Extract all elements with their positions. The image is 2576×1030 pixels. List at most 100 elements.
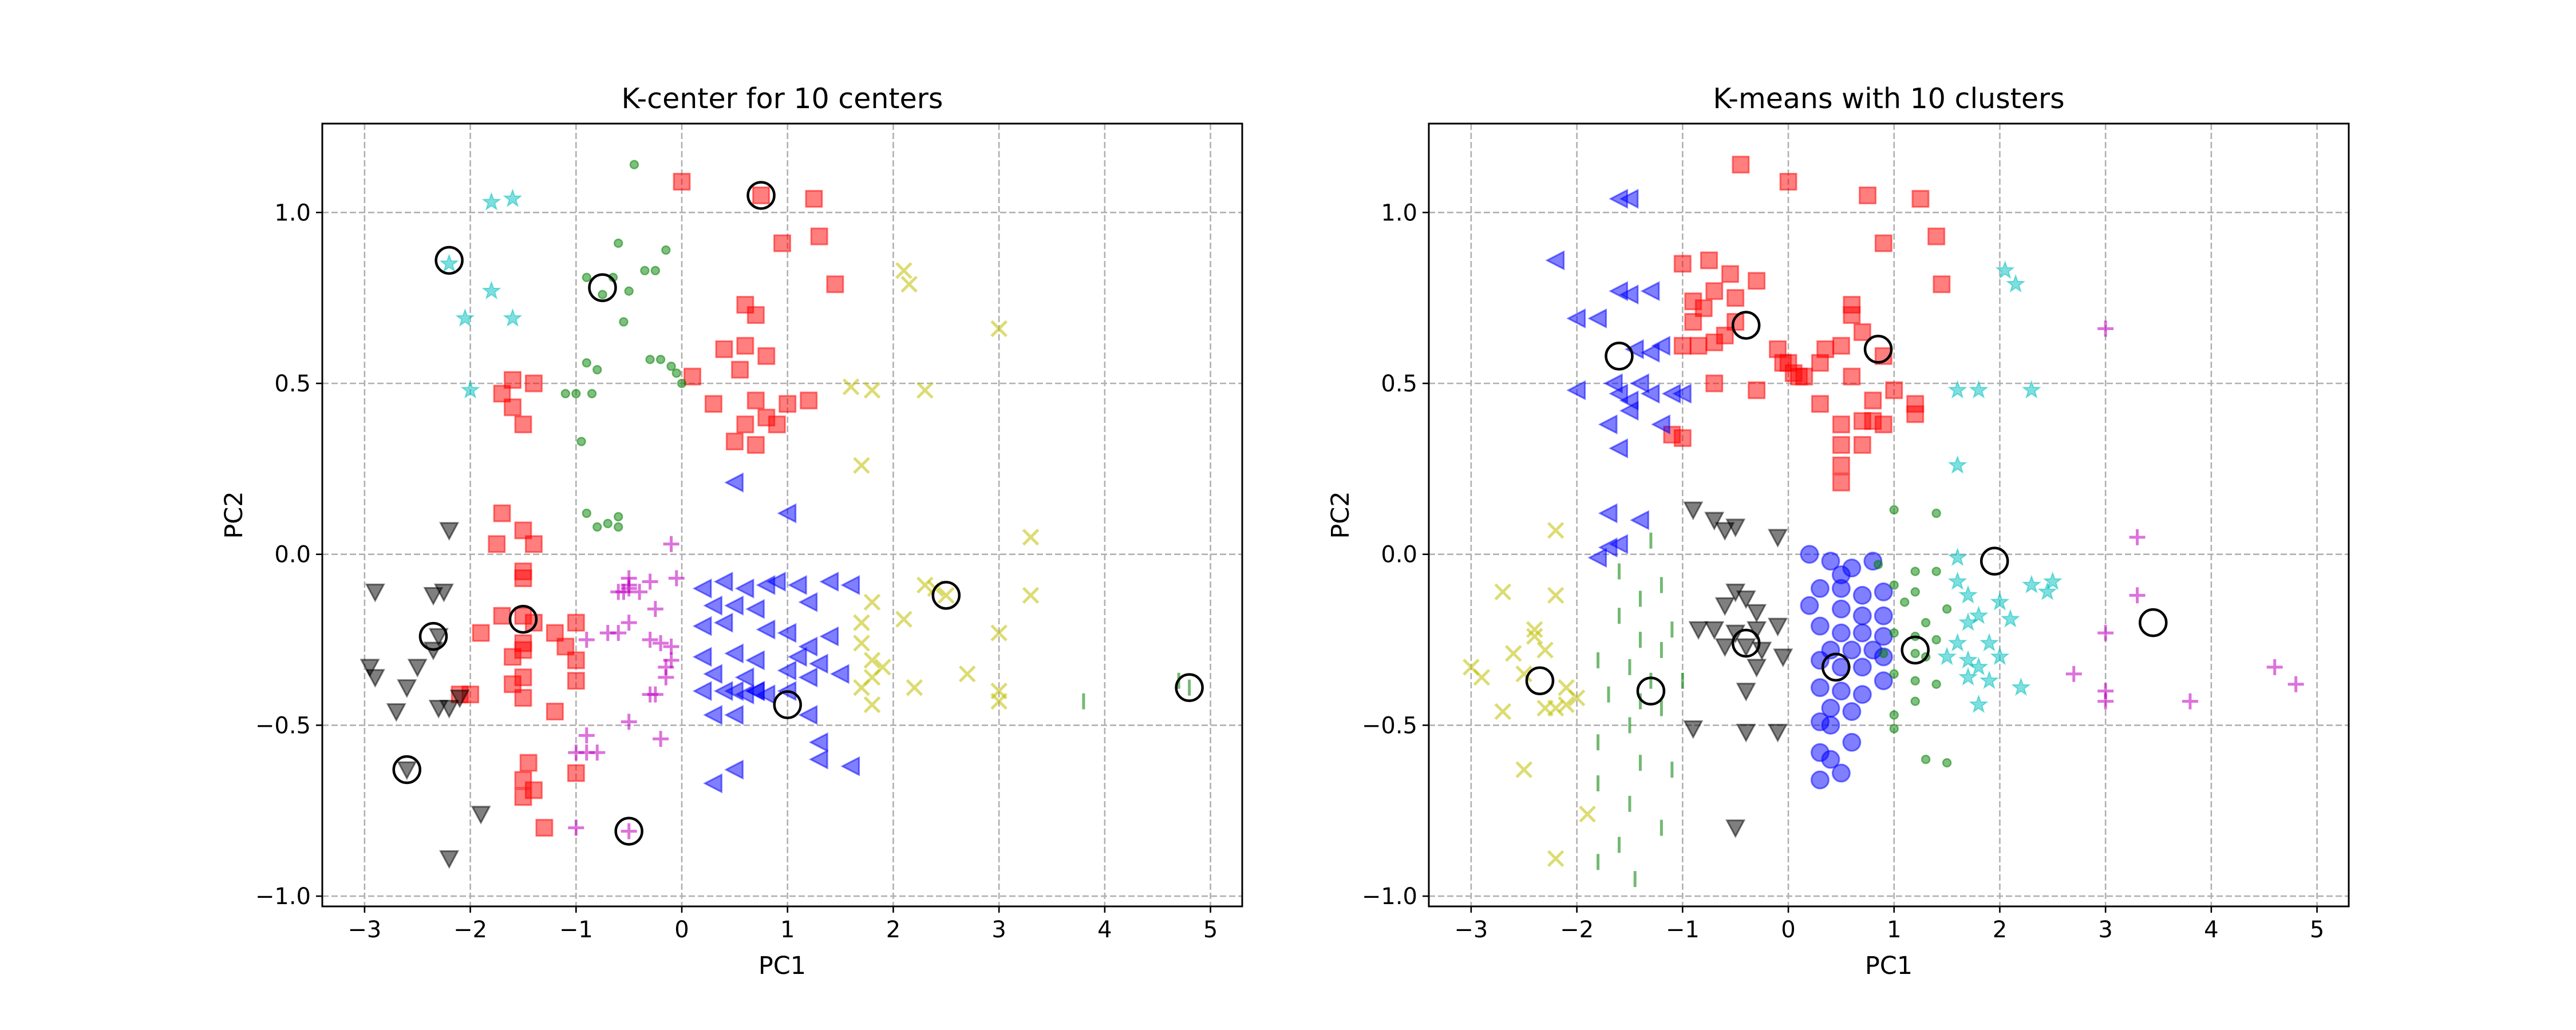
data-point	[621, 823, 637, 839]
data-point	[589, 744, 606, 761]
data-point	[1598, 414, 1618, 435]
data-point	[1773, 648, 1793, 668]
data-point	[826, 275, 844, 294]
data-point	[863, 593, 881, 611]
data-point	[433, 583, 454, 603]
data-point	[1947, 571, 1967, 591]
data-point	[731, 360, 749, 379]
data-point	[863, 696, 881, 714]
data-point	[2097, 320, 2114, 337]
data-point	[1852, 606, 1872, 625]
data-point	[666, 361, 676, 371]
data-point	[621, 577, 637, 593]
data-point	[1831, 763, 1851, 783]
data-point	[439, 850, 460, 869]
x-tick-label: 1	[780, 917, 795, 943]
data-point	[1852, 585, 1872, 605]
data-point	[503, 398, 521, 417]
data-point	[1714, 597, 1735, 616]
data-point	[1859, 186, 1877, 204]
x-tick-label: −1	[559, 917, 593, 943]
y-tick-label: −1.0	[255, 884, 311, 910]
data-point	[805, 189, 823, 208]
data-point	[1779, 173, 1797, 191]
data-point	[1832, 456, 1850, 474]
data-point	[1889, 669, 1899, 679]
y-tick-label: 0.5	[1381, 371, 1417, 397]
data-point	[734, 667, 754, 688]
data-point	[1768, 529, 1788, 548]
data-point	[2021, 575, 2041, 594]
data-point	[1684, 312, 1702, 331]
data-point	[1852, 685, 1872, 704]
data-point	[582, 358, 592, 368]
chart-panel-2: −3 −2 −1 0 1 2 3 4 5 −1.0 −0.5 0.0 0.5 1.0 K-means wit…	[1326, 82, 2350, 980]
data-point	[2042, 571, 2063, 591]
data-point	[546, 702, 564, 720]
data-point	[798, 667, 818, 688]
center-marker	[1821, 652, 1851, 682]
data-point	[757, 347, 776, 365]
data-point	[1947, 547, 1967, 566]
data-point	[514, 788, 532, 806]
x-axis-label: PC1	[758, 952, 806, 980]
data-point	[1969, 694, 1989, 714]
series-plus	[568, 536, 685, 839]
data-point	[1937, 646, 1957, 665]
data-point	[683, 367, 701, 386]
data-point	[1704, 512, 1725, 531]
data-point	[1545, 250, 1565, 271]
data-point	[1705, 333, 1724, 351]
data-point	[840, 756, 860, 777]
data-point	[1931, 635, 1941, 645]
data-point	[1683, 720, 1704, 739]
data-point	[2129, 587, 2146, 604]
x-tick-label: 4	[1097, 917, 1112, 943]
data-point	[1526, 621, 1543, 638]
data-point	[2037, 581, 2057, 600]
data-point	[1889, 710, 1899, 720]
data-point	[1842, 732, 1862, 752]
data-point	[439, 522, 460, 541]
series-vline	[1082, 672, 1191, 710]
data-point	[472, 624, 490, 642]
data-point	[1736, 590, 1756, 609]
data-point	[567, 651, 585, 670]
data-point	[658, 669, 674, 686]
data-point	[640, 266, 650, 276]
series-triangle-left	[1545, 188, 1692, 568]
data-point	[1899, 597, 1910, 607]
x-tick-label: 4	[2204, 917, 2218, 943]
data-point	[1990, 592, 2010, 611]
y-tick-label: 0.5	[274, 371, 311, 397]
data-point	[1714, 638, 1735, 657]
data-point	[514, 415, 532, 434]
data-point	[386, 703, 406, 722]
data-point	[546, 624, 564, 642]
x-axis-label: PC1	[1865, 952, 1913, 980]
data-point	[624, 286, 634, 296]
data-point	[582, 272, 592, 283]
series-plus	[2065, 320, 2304, 710]
data-point	[1931, 508, 1941, 518]
data-point	[2182, 693, 2198, 710]
data-point	[1811, 395, 1829, 413]
center-marker	[508, 604, 538, 634]
x-tick-label: −3	[347, 917, 381, 943]
data-point	[460, 379, 480, 399]
data-point	[1821, 552, 1840, 571]
series-star	[439, 188, 523, 399]
data-point	[768, 415, 786, 434]
center-marker	[1863, 335, 1893, 364]
data-point	[1672, 383, 1692, 404]
data-point	[439, 253, 459, 272]
data-point	[1800, 545, 1819, 564]
x-tick-label: 5	[2310, 917, 2324, 943]
data-point	[503, 371, 521, 389]
data-point	[1558, 696, 1575, 714]
data-point	[1505, 645, 1522, 662]
data-point	[938, 587, 955, 604]
center-marker	[1901, 635, 1930, 665]
data-point	[895, 611, 912, 628]
